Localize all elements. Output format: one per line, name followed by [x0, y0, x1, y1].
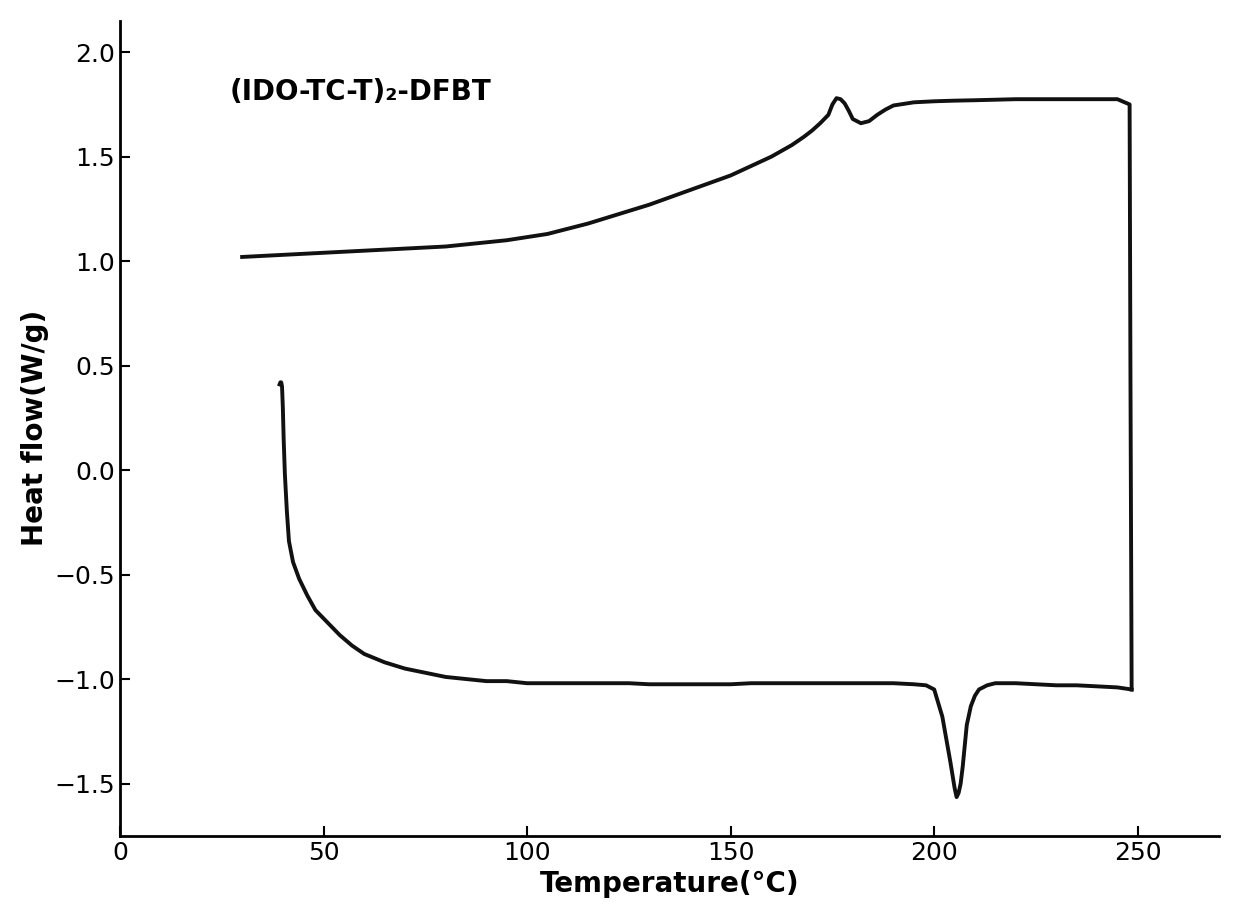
Y-axis label: Heat flow(W/g): Heat flow(W/g)	[21, 311, 48, 547]
X-axis label: Temperature(°C): Temperature(°C)	[539, 870, 800, 898]
Text: (IDO-TC-T)₂-DFBT: (IDO-TC-T)₂-DFBT	[229, 78, 492, 106]
